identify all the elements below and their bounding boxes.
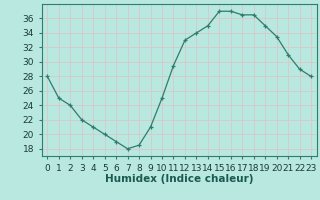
- X-axis label: Humidex (Indice chaleur): Humidex (Indice chaleur): [105, 174, 253, 184]
